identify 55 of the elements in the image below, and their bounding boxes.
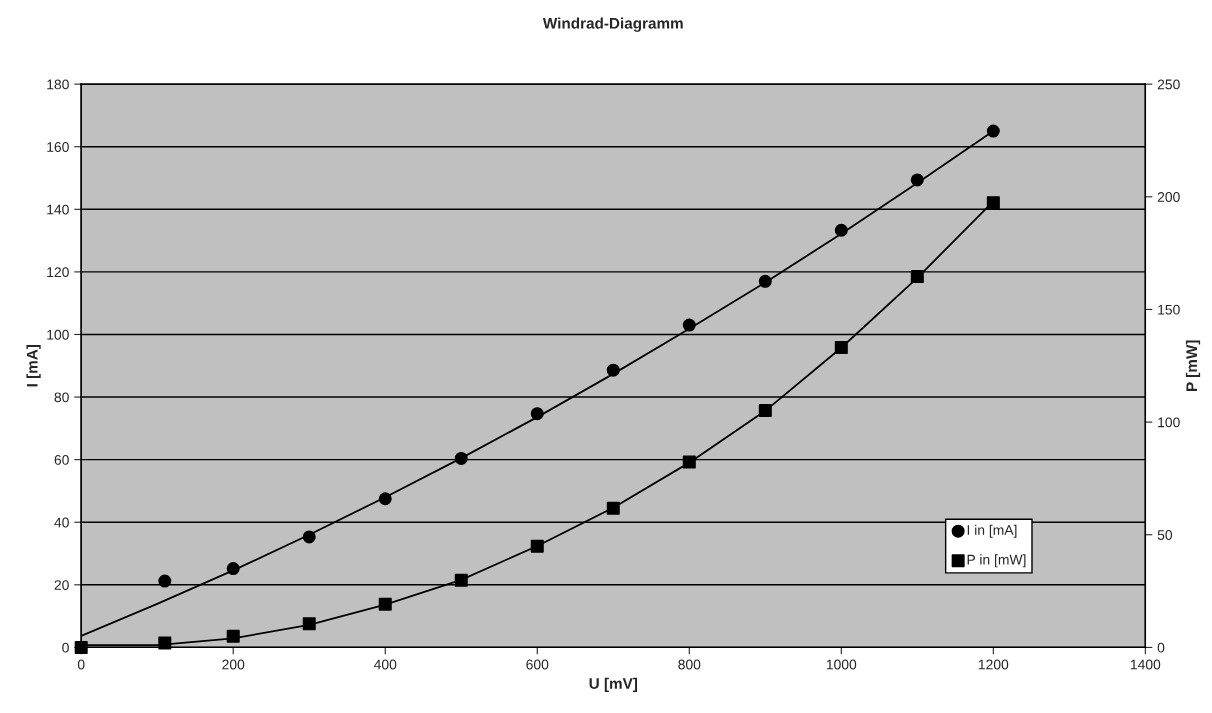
point	[682, 318, 696, 332]
y-axis-title: I [mA]	[26, 344, 41, 387]
point	[834, 341, 848, 355]
y-tick-label: 180	[47, 79, 69, 90]
x-tick-label: 600	[526, 659, 549, 670]
point	[454, 451, 468, 465]
chart-title: Windrad-Diagramm	[542, 17, 683, 32]
point	[986, 124, 1000, 138]
legend-label: P in [mW]	[967, 554, 1026, 568]
x-tick-label: 1200	[978, 659, 1009, 670]
y-tick-label: 40	[54, 517, 69, 528]
point	[910, 173, 924, 187]
x-axis-title: U [mV]	[589, 677, 638, 692]
y-tick-label: 160	[47, 142, 69, 152]
point	[158, 574, 172, 588]
y2-tick-label: 50	[1157, 530, 1173, 540]
y2-axis-title: P [mW]	[1185, 340, 1201, 391]
y2-tick-label: 0	[1157, 642, 1165, 653]
y2-tick-label: 100	[1158, 417, 1180, 428]
y-tick-label: 140	[47, 204, 69, 215]
y-tick-label: 20	[54, 580, 69, 590]
x-tick-label: 200	[222, 659, 245, 670]
x-tick-label: 400	[373, 659, 397, 670]
y-tick-label: 80	[54, 392, 69, 403]
x-tick-label: 1000	[826, 659, 857, 670]
legend-label: I in [mA]	[967, 524, 1017, 538]
point	[758, 274, 772, 288]
y2-tick-label: 150	[1158, 304, 1180, 315]
x-tick-label: 0	[77, 659, 85, 670]
point	[302, 617, 316, 631]
point	[530, 539, 544, 553]
point	[454, 573, 468, 587]
point	[158, 636, 172, 650]
point	[682, 455, 696, 469]
y-tick-label: 120	[47, 267, 69, 278]
point	[378, 492, 392, 506]
point	[74, 640, 88, 654]
point	[530, 407, 544, 421]
point	[378, 597, 392, 611]
point	[834, 223, 848, 237]
x-tick-label: 1400	[1130, 659, 1161, 670]
point	[910, 270, 924, 284]
point	[226, 629, 240, 643]
point	[606, 363, 620, 377]
point	[986, 196, 1000, 210]
point	[302, 530, 316, 544]
y-tick-label: 100	[47, 329, 69, 340]
x-tick-label: 800	[678, 659, 701, 670]
y-tick-label: 0	[62, 642, 69, 653]
y-tick-label: 60	[54, 454, 69, 465]
y2-tick-label: 200	[1157, 192, 1180, 202]
point	[758, 403, 772, 417]
point	[226, 562, 240, 576]
y2-tick-label: 250	[1157, 79, 1180, 90]
point	[606, 501, 620, 515]
